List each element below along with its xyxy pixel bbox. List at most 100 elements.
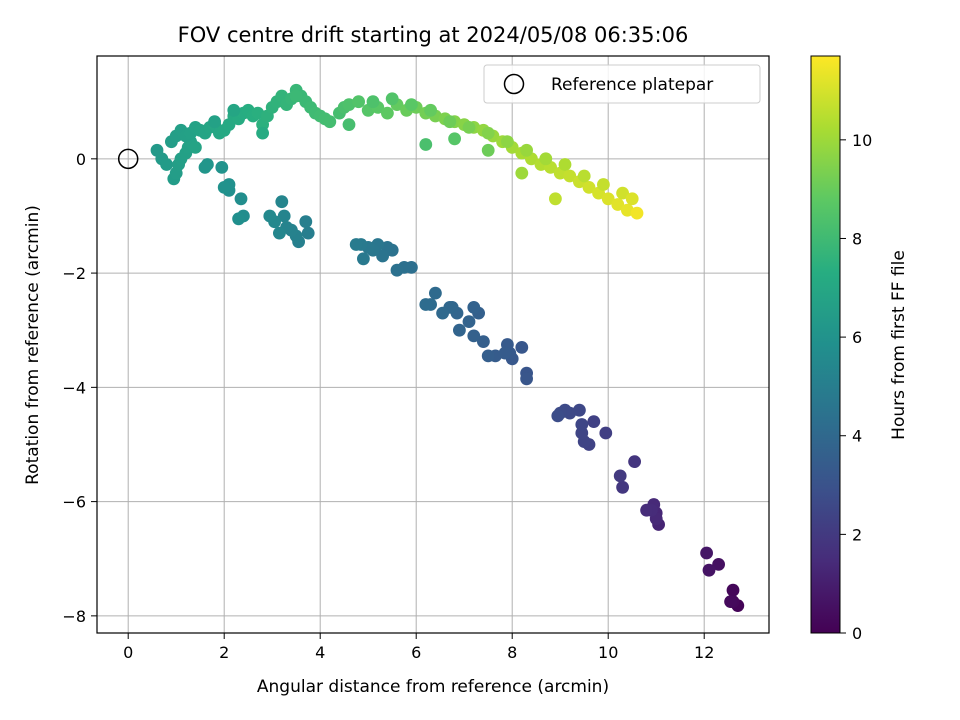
data-point [301,226,315,240]
colorbar-tick-label: 10 [852,131,872,150]
data-point [232,212,246,226]
reference-platepar-marker [117,148,139,170]
data-point [342,98,356,111]
data-point [419,298,433,311]
data-point [443,115,457,129]
data-point [640,503,653,517]
x-ticks: 0 2 4 6 8 10 12 [123,633,714,662]
data-point [208,115,222,129]
data-point [462,315,476,328]
data-point [520,372,533,386]
data-point [549,192,562,206]
data-point [448,132,461,146]
data-point [724,595,737,608]
data-point [582,181,596,194]
legend-marker-icon [503,73,525,95]
data-points [150,83,745,612]
data-point [628,455,641,468]
colorbar-ticks: 0 2 4 6 8 10 [840,131,872,643]
data-point [390,263,404,277]
data-point [453,323,466,337]
y-tick-label: −6 [62,493,86,512]
data-point [352,95,365,109]
data-point [385,92,399,106]
data-point [616,186,629,200]
data-point [539,152,553,166]
data-point [625,192,639,206]
data-point [357,252,370,266]
data-point [520,143,533,157]
data-point [273,226,286,240]
y-tick-label: −8 [62,607,86,626]
data-point [424,103,437,117]
data-point [599,426,613,440]
data-point [700,546,713,560]
data-point [551,409,565,423]
y-tick-label: 0 [76,150,86,169]
data-point [558,158,572,171]
colorbar-gradient [810,55,841,634]
colorbar-tick-label: 6 [852,328,862,347]
y-axis-label: Rotation from reference (arcmin) [23,205,43,485]
data-point [277,209,291,223]
data-point [601,192,615,206]
colorbar-label: Hours from first FF file [889,250,909,440]
data-point [419,138,433,151]
data-point [712,558,725,571]
data-point [429,286,442,300]
data-point [381,106,394,120]
data-point [227,103,241,117]
colorbar-tick-label: 2 [852,525,862,544]
data-point [501,135,514,149]
x-axis-label: Angular distance from reference (arcmin) [257,677,609,697]
data-point [436,306,449,320]
data-point [215,161,229,174]
y-tick-label: −2 [62,264,86,283]
data-point [613,469,627,483]
data-point [366,95,380,109]
data-point [621,203,634,217]
data-point [630,206,644,220]
data-point [289,89,303,103]
x-tick-label: 4 [315,643,325,662]
data-point [577,169,591,183]
data-point [597,178,610,191]
data-point [467,301,481,314]
colorbar-tick-label: 8 [852,229,862,248]
data-point [726,583,740,597]
x-tick-label: 2 [219,643,229,662]
chart-title: FOV centre drift starting at 2024/05/08 … [178,23,689,47]
data-point [611,198,625,211]
x-tick-label: 6 [411,643,421,662]
colorbar-tick-label: 4 [852,427,862,446]
data-point [342,118,356,131]
data-point [573,403,586,417]
data-point [563,169,577,183]
data-point [198,161,212,174]
data-point [405,98,418,111]
data-point [275,195,289,209]
data-point [349,238,363,251]
plot-frame [96,55,770,634]
x-tick-label: 10 [598,643,618,662]
data-point [376,249,389,263]
data-point [575,418,589,431]
data-point [462,121,476,134]
colorbar: 0 2 4 6 8 10 Hours from first FF file [810,55,909,643]
x-tick-label: 12 [694,643,714,662]
data-point [702,563,716,577]
y-ticks: −8 −6 −4 −2 0 [62,150,97,626]
data-point [160,158,174,171]
data-point [515,166,529,180]
data-point [189,141,202,154]
y-tick-label: −4 [62,378,86,397]
colorbar-tick-label: 0 [852,624,862,643]
data-point [251,106,265,120]
data-point [481,143,495,157]
x-tick-label: 8 [507,643,517,662]
data-point [616,480,629,494]
data-point [515,341,529,354]
data-point [481,126,495,140]
data-point [587,415,601,428]
